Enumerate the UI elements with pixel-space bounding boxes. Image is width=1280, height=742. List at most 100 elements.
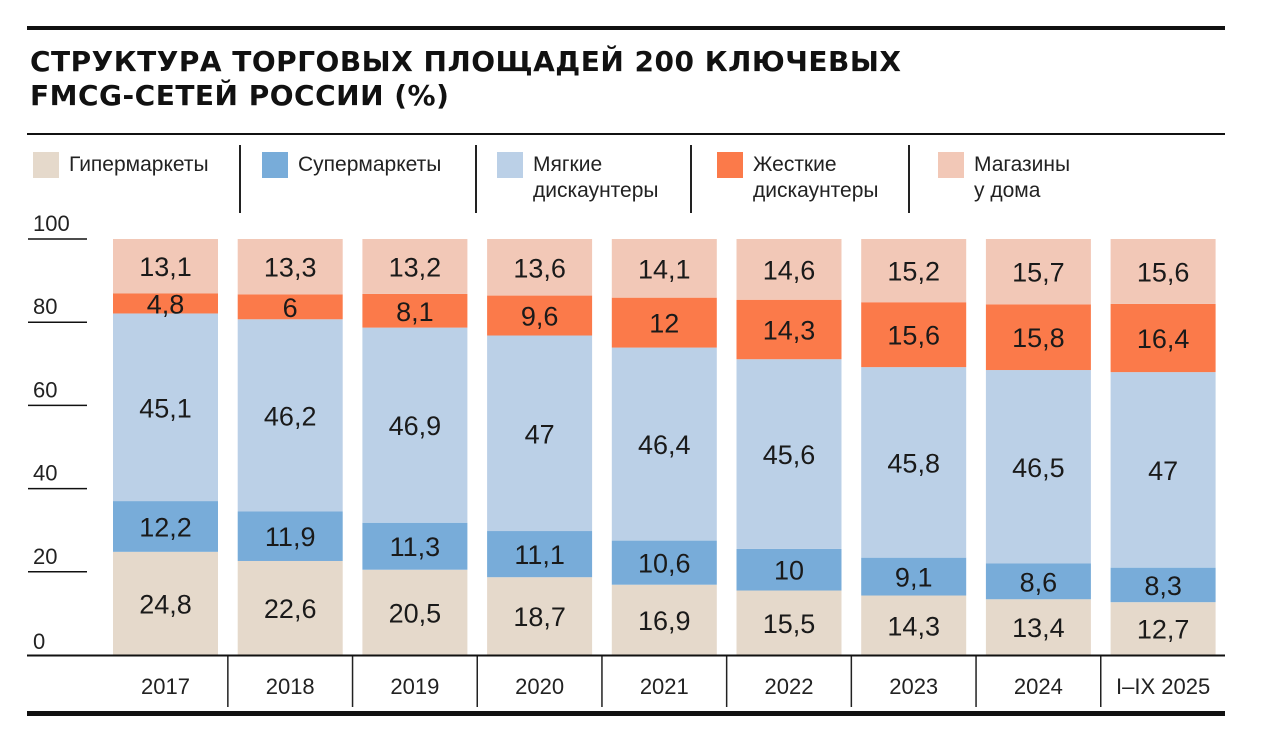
bar-segment: [1110, 239, 1216, 304]
x-tick-label: I–IX 2025: [1116, 674, 1210, 699]
legend-swatch: [262, 152, 288, 178]
data-label: 46,2: [264, 401, 317, 431]
bar-segment: [113, 293, 218, 314]
legend-separator: [475, 145, 477, 213]
bar-segment: [237, 239, 343, 295]
bar-segment: [113, 239, 218, 294]
bar-segment: [861, 239, 967, 303]
bottom-rule: [27, 711, 1225, 716]
bar-segment: [487, 335, 593, 532]
data-label: 16,9: [638, 606, 691, 636]
bar-segment: [736, 239, 842, 300]
bar-segment: [113, 551, 218, 655]
bar-segment: [985, 370, 1091, 564]
legend-swatch: [938, 152, 964, 178]
x-tick-label: 2024: [1014, 674, 1063, 699]
data-label: 12,7: [1137, 615, 1190, 645]
data-label: 22,6: [264, 594, 317, 624]
legend-swatch: [33, 152, 59, 178]
top-rule: [27, 26, 1225, 30]
legend-swatch: [717, 152, 743, 178]
data-label: 13,2: [389, 252, 442, 282]
bar-segment: [113, 501, 218, 552]
data-label: 13,6: [513, 253, 566, 283]
data-label: 15,7: [1012, 258, 1065, 288]
bar-segment: [1110, 602, 1216, 655]
legend-item: Супермаркеты: [262, 152, 441, 178]
y-tick-label: 100: [33, 211, 70, 236]
data-label: 15,6: [1137, 257, 1190, 287]
legend-label: Супермаркеты: [298, 153, 442, 176]
bar-segment: [362, 569, 468, 655]
chart-title: СТРУКТУРА ТОРГОВЫХ ПЛОЩАДЕЙ 200 КЛЮЧЕВЫХ…: [30, 45, 901, 113]
data-label: 11,3: [390, 532, 441, 562]
bar-segment: [861, 302, 967, 368]
data-label: 4,8: [147, 289, 185, 319]
bar-segment: [611, 297, 717, 348]
legend-separator: [690, 145, 692, 213]
bar-segment: [362, 327, 468, 523]
data-label: 12: [649, 309, 679, 339]
bar-segment: [736, 548, 842, 591]
bar-segment: [487, 295, 593, 336]
bar-segment: [611, 540, 717, 585]
x-tick-label: 2020: [515, 674, 564, 699]
title-line-2: FMCG-СЕТЕЙ РОССИИ (%): [30, 79, 450, 112]
bar-segment: [611, 347, 717, 541]
y-tick-label: 0: [33, 629, 45, 654]
data-label: 6: [283, 293, 298, 323]
bar-segment: [362, 293, 468, 328]
bar-segment: [362, 239, 468, 294]
data-label: 45,8: [887, 448, 940, 478]
data-label: 10: [774, 556, 804, 586]
legend-separator: [239, 145, 241, 213]
data-label: 15,5: [763, 609, 816, 639]
data-label: 15,8: [1012, 323, 1065, 353]
legend-label: Магазины у дома: [974, 153, 1071, 202]
x-tick-label: 2023: [889, 674, 938, 699]
y-tick-label: 60: [33, 377, 57, 402]
data-label: 46,9: [389, 411, 442, 441]
data-label: 15,2: [887, 257, 940, 287]
legend-label: Мягкие дискаунтеры: [533, 153, 659, 202]
data-label: 46,5: [1012, 453, 1065, 483]
legend-item: Гипермаркеты: [33, 152, 209, 178]
data-label: 8,1: [396, 297, 434, 327]
legend-label: Гипермаркеты: [69, 153, 209, 176]
data-label: 11,9: [265, 522, 316, 552]
bar-segment: [736, 299, 842, 360]
x-tick-label: 2019: [390, 674, 439, 699]
data-label: 8,3: [1144, 571, 1182, 601]
legend-swatch: [497, 152, 523, 178]
bar-segment: [237, 511, 343, 561]
data-label: 13,3: [264, 253, 317, 283]
data-label: 15,6: [887, 321, 940, 351]
x-tick-label: 2022: [765, 674, 814, 699]
data-label: 14,6: [763, 255, 816, 285]
data-label: 16,4: [1137, 324, 1190, 354]
data-label: 9,1: [895, 563, 933, 593]
data-label: 13,4: [1012, 613, 1065, 643]
bar-segment: [861, 367, 967, 558]
x-tick-label: 2021: [640, 674, 689, 699]
legend-item: Мягкие дискаунтеры: [497, 152, 659, 204]
bar-segment: [487, 531, 593, 578]
bar-segment: [487, 239, 593, 296]
data-label: 14,1: [638, 254, 691, 284]
bar-segment: [237, 319, 343, 512]
data-label: 10,6: [638, 549, 691, 579]
data-label: 46,4: [638, 430, 691, 460]
bar-segment: [861, 595, 967, 655]
legend-item: Магазины у дома: [938, 152, 1070, 204]
bar-segment: [985, 563, 1091, 600]
bar-segment: [1110, 303, 1216, 373]
bar-segment: [985, 239, 1091, 305]
data-label: 24,8: [139, 589, 192, 619]
x-tick-label: 2017: [141, 674, 190, 699]
bar-segment: [1110, 567, 1216, 603]
bar-segment: [237, 294, 343, 320]
bar-segment: [736, 359, 842, 549]
bar-segment: [611, 239, 717, 298]
bar-segment: [861, 557, 967, 596]
